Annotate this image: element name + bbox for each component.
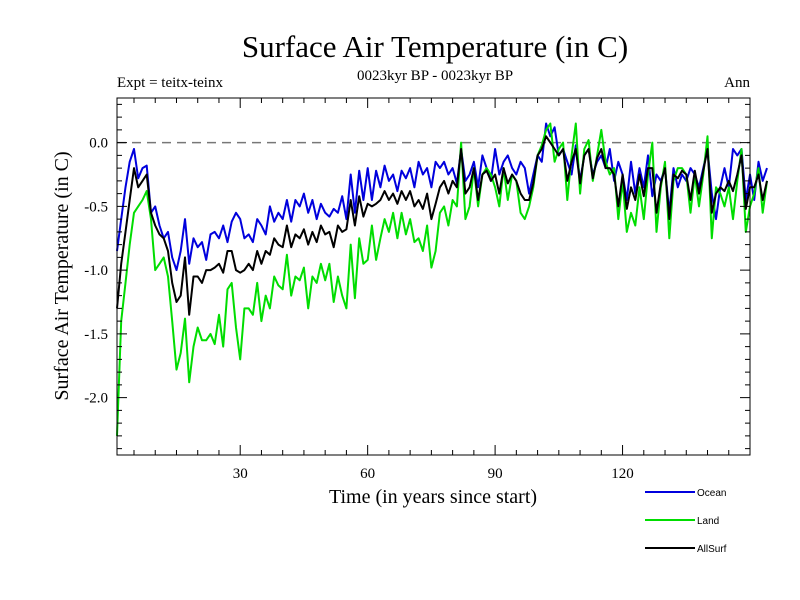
series-line-land (116, 122, 768, 436)
legend-label-land: Land (697, 516, 719, 527)
x-axis-title: Time (in years since start) (329, 486, 537, 508)
series-line-allsurf (116, 135, 768, 316)
legend-label-allsurf: AllSurf (697, 544, 727, 555)
series-layer (116, 122, 768, 436)
y-tick-label: -0.5 (84, 199, 108, 215)
y-tick-label: -1.0 (84, 263, 108, 279)
series-line-ocean (116, 122, 768, 272)
chart-title: Surface Air Temperature (in C) (242, 29, 628, 64)
x-tick-label: 30 (233, 466, 248, 482)
y-tick-label: -2.0 (84, 391, 108, 407)
plot-frame (116, 97, 751, 456)
x-tick-label: 90 (488, 466, 503, 482)
chart-subtitle: 0023kyr BP - 0023kyr BP (357, 68, 513, 84)
legend: Ocean Land AllSurf (645, 488, 727, 555)
experiment-label: Expt = teitx-teinx (117, 75, 223, 91)
y-tick-label: 0.0 (89, 136, 108, 152)
y-axis-title: Surface Air Temperature (in C) (51, 151, 73, 400)
y-tick-label: -1.5 (84, 327, 108, 343)
x-tick-label: 120 (611, 466, 634, 482)
axes-layer: 30 60 90 120 0.0 -0.5 -1.0 -1.5 -2.0 (84, 97, 751, 482)
x-tick-label: 60 (360, 466, 375, 482)
period-label: Ann (724, 75, 750, 91)
legend-label-ocean: Ocean (697, 488, 726, 499)
